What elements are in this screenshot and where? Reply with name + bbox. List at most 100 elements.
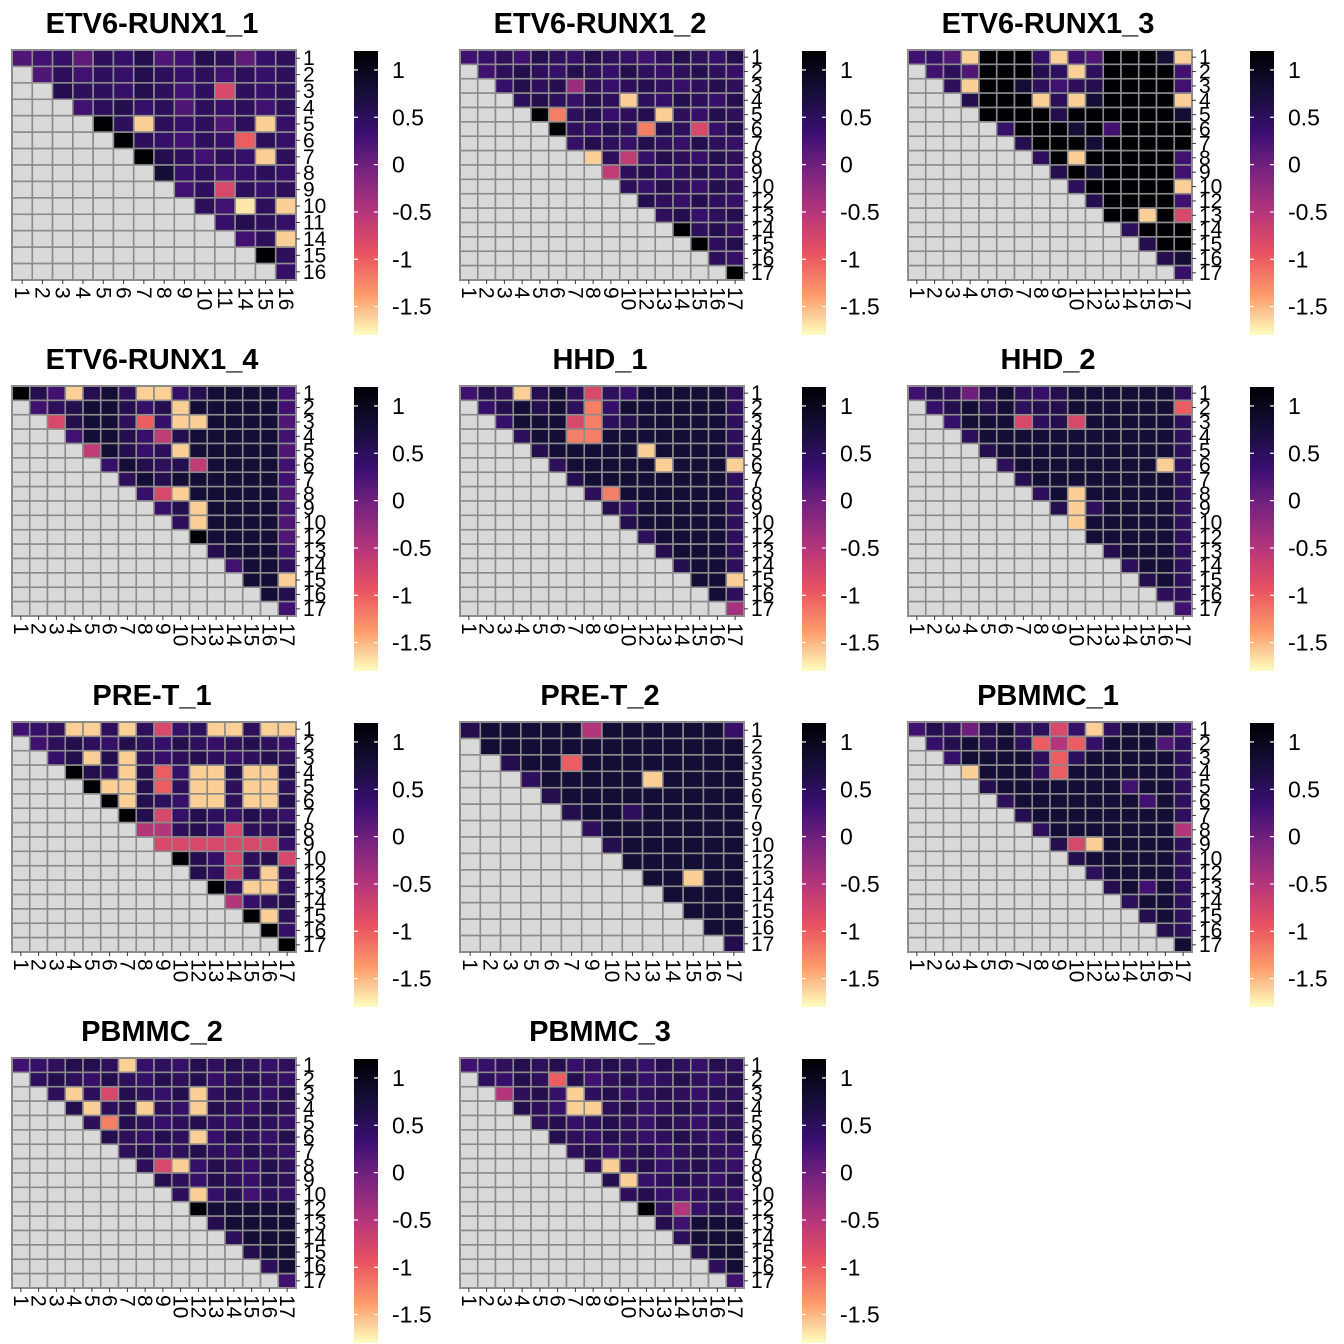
heatmap-cell [995, 385, 1016, 402]
heatmap-cell [924, 413, 945, 430]
heatmap-cell [259, 543, 280, 560]
heatmap-cell [99, 1229, 120, 1246]
heatmap-cell [722, 901, 745, 920]
heatmap-cell [995, 164, 1016, 181]
heatmap-cell [206, 735, 226, 752]
heatmap-cell [206, 1244, 226, 1261]
heatmap-cell [530, 1057, 550, 1074]
heatmap-cell [459, 1057, 479, 1074]
heatmap-cell [547, 149, 568, 166]
heatmap-cell [1013, 385, 1034, 402]
heatmap-cell [924, 850, 945, 867]
heatmap-cell [601, 1129, 621, 1146]
heatmap-cell [689, 250, 710, 267]
heatmap-cell [583, 600, 603, 617]
heatmap-cell [82, 749, 102, 766]
heatmap-cell [636, 1085, 657, 1102]
col-tick-label: 9 [1047, 959, 1070, 971]
heatmap-cell [170, 764, 191, 781]
heatmap-cell [241, 793, 262, 810]
heatmap-cell [725, 1143, 745, 1160]
heatmap-cell [459, 135, 479, 152]
heatmap-cell [565, 1229, 586, 1246]
heatmap-cell [942, 821, 963, 838]
heatmap-cell [82, 543, 102, 560]
heatmap-cell [494, 500, 515, 517]
heatmap-cell [214, 246, 236, 265]
colorbar-tick-label: -1 [840, 1254, 860, 1280]
heatmap-cell [654, 528, 674, 545]
heatmap-cell [565, 572, 586, 589]
col-tick-label: 4 [62, 623, 85, 635]
row-tick-label: 15 [1199, 233, 1222, 256]
heatmap-cell [583, 514, 603, 531]
heatmap-cell [924, 178, 945, 195]
heatmap-cell [530, 586, 550, 603]
heatmap-cell [560, 786, 583, 805]
heatmap-cell [1066, 135, 1087, 152]
heatmap-cell [636, 106, 657, 123]
heatmap-cell [46, 399, 67, 416]
heatmap-cell [512, 264, 532, 281]
heatmap-cell [707, 1172, 728, 1189]
heatmap-cell [583, 121, 603, 138]
heatmap-cell [170, 557, 191, 574]
heatmap-cell [960, 264, 980, 281]
heatmap-cell [960, 77, 980, 94]
heatmap-cell [11, 821, 31, 838]
col-tick-label: 3 [499, 959, 522, 971]
heatmap-cell [1137, 793, 1158, 810]
heatmap-cell [1031, 250, 1051, 267]
row-tick-label: 1 [1199, 718, 1211, 741]
heatmap-cell [99, 557, 120, 574]
heatmap-cell [530, 178, 550, 195]
heatmap-cell [28, 514, 49, 531]
heatmap-cell [82, 600, 102, 617]
col-tick-label: 12 [620, 959, 643, 982]
heatmap-cell [601, 1157, 621, 1174]
col-tick-label: 4 [510, 623, 533, 635]
heatmap-cell [725, 471, 745, 488]
heatmap-cell [153, 114, 176, 133]
heatmap-cell [64, 764, 84, 781]
heatmap-cell [907, 92, 927, 109]
col-tick-label: 15 [688, 1295, 711, 1318]
heatmap-cell [82, 1157, 102, 1174]
heatmap-cell [28, 1172, 49, 1189]
row-tick-label: 10 [303, 1184, 326, 1207]
heatmap-cell [117, 936, 138, 953]
heatmap-cell [580, 885, 603, 904]
heatmap-panel: ETV6-RUNX1_31234567891012131415161712345… [905, 8, 1328, 335]
heatmap-cell [1066, 893, 1087, 910]
heatmap-cell [1173, 778, 1193, 795]
heatmap-cell [112, 229, 135, 248]
colorbar-tick-label: -1 [840, 246, 860, 272]
heatmap-cell [601, 572, 621, 589]
heatmap-cell [259, 850, 280, 867]
heatmap-cell [1137, 721, 1158, 738]
heatmap-cell [672, 485, 692, 502]
heatmap-cell [241, 836, 262, 853]
heatmap-cell [224, 471, 244, 488]
heatmap-cell [153, 147, 176, 166]
heatmap-cell [583, 485, 603, 502]
heatmap-cell [1137, 250, 1158, 267]
heatmap-cell [547, 1143, 568, 1160]
heatmap-cell [540, 869, 563, 888]
heatmap-cell [99, 879, 120, 896]
heatmap-cell [277, 1229, 297, 1246]
heatmap-cell [565, 207, 586, 224]
heatmap-cell [565, 149, 586, 166]
col-tick-label: 7 [563, 1295, 586, 1307]
heatmap-cell [682, 918, 705, 937]
heatmap-cell [601, 514, 621, 531]
row-tick-label: 13 [751, 867, 774, 890]
heatmap-cell [1137, 543, 1158, 560]
heatmap-cell [907, 413, 927, 430]
heatmap-cell [1120, 106, 1140, 123]
heatmap-cell [1031, 121, 1051, 138]
row-tick-label: 13 [1199, 540, 1222, 563]
heatmap-cell [512, 557, 532, 574]
heatmap-cell [135, 1229, 155, 1246]
heatmap-cell [46, 1057, 67, 1074]
